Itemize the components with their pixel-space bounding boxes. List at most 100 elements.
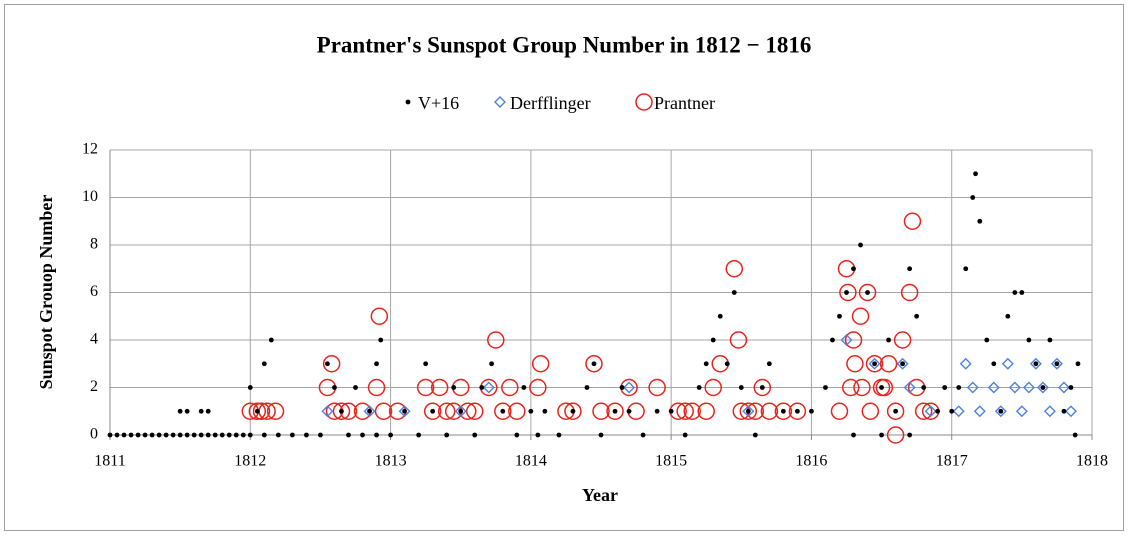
point [846,355,864,373]
point [683,402,701,420]
point [893,331,912,349]
point [640,432,646,438]
point [219,432,225,438]
point [149,432,155,438]
x-tick-label: 1812 [234,453,266,470]
point [682,432,688,438]
point [752,432,758,438]
y-tick-label: 0 [90,426,98,443]
point [177,408,183,414]
point [696,385,702,390]
point [556,432,562,438]
point [1072,432,1078,438]
point [1012,290,1018,295]
point [861,402,880,420]
point [998,408,1004,414]
x-tick-label: 1813 [375,453,407,470]
point [1054,361,1060,367]
point [322,355,341,373]
point [612,408,618,414]
point [416,432,422,438]
point [956,385,962,390]
point [247,432,253,438]
point [318,432,323,438]
point [479,385,485,390]
point [472,432,478,438]
point [973,171,978,177]
point [942,385,948,390]
point [198,432,204,438]
point [205,408,211,414]
y-tick-label: 2 [90,378,98,395]
point [994,405,1007,418]
point [430,408,436,414]
point [289,432,295,438]
point [591,361,597,367]
point [959,357,972,370]
point [121,432,127,438]
point [725,260,744,278]
point [163,432,169,438]
point [903,381,916,394]
point [851,266,856,272]
point [865,355,884,373]
point [535,432,541,438]
x-tick-label: 1814 [515,453,547,470]
point [841,378,860,397]
point [458,408,464,414]
point [973,405,986,418]
point [437,402,456,420]
point [388,432,393,438]
point [865,290,870,295]
point [346,432,351,438]
legend-marker [494,96,506,108]
point [487,331,505,349]
legend-label: V+16 [418,93,459,113]
point [703,361,709,367]
point [360,432,365,438]
point [248,402,267,420]
point [731,290,737,295]
point [872,361,877,367]
legend-marker [405,99,411,105]
point [844,290,849,295]
point [531,355,550,373]
point [840,334,853,346]
point [886,402,905,420]
point [1022,381,1035,394]
x-tick-label: 1815 [655,453,687,470]
point [780,408,786,414]
point [1057,381,1070,394]
point [367,408,372,414]
point [809,408,814,414]
chart-frame [4,4,1124,531]
point [952,405,965,418]
point [924,405,937,418]
point [900,283,919,302]
point [374,402,393,420]
point [886,337,891,343]
point [184,408,190,414]
point [1064,405,1077,418]
chart-title: Prantner's Sunspot Group Number in 1812 … [317,32,812,57]
point [738,385,744,390]
point [984,337,990,343]
point [128,432,134,438]
point [921,385,927,390]
point [454,405,467,418]
point [332,402,351,420]
point [482,381,495,394]
point [717,313,723,319]
point [970,195,976,200]
point [753,378,772,397]
point [830,337,835,343]
point [893,408,898,414]
point [184,432,190,438]
point [226,432,232,438]
point [851,307,870,325]
point [710,337,716,343]
point [542,408,548,414]
point [1068,385,1074,390]
point [501,378,519,397]
